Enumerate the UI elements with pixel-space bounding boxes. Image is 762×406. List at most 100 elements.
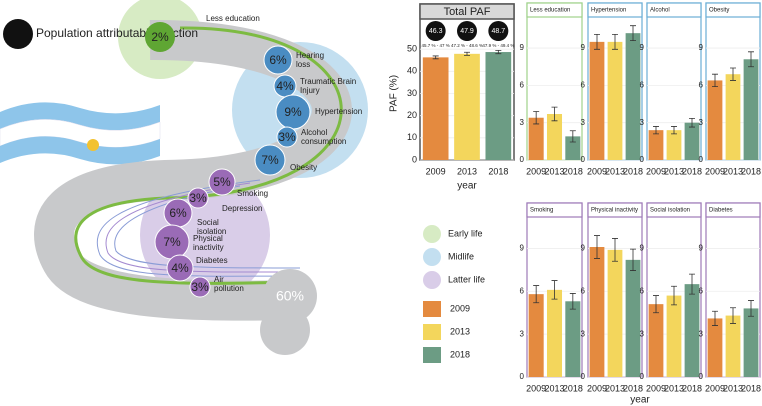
- error-bar: [653, 295, 659, 314]
- factor-pct: 5%: [213, 175, 231, 189]
- x-axis-label: year: [457, 181, 477, 192]
- x-tick-label: 2009: [587, 383, 607, 393]
- y-tick-label: 3: [520, 118, 525, 127]
- panel-title: Alcohol: [650, 8, 670, 14]
- y-tick-label: 6: [640, 81, 645, 90]
- x-tick-label: 2013: [723, 383, 743, 393]
- error-bar: [432, 55, 439, 60]
- y-tick-label: 0: [640, 372, 645, 381]
- factor-label: Hearing loss: [296, 51, 324, 69]
- legend-label: 2013: [450, 326, 470, 336]
- panel-strip: [419, 3, 515, 20]
- x-tick-label: 2018: [741, 383, 761, 393]
- y-tick-label: 3: [581, 118, 586, 127]
- factor-circle: [208, 168, 236, 196]
- y-tick-label: 9: [699, 43, 704, 52]
- error-bar: [712, 310, 718, 326]
- x-tick-label: 2013: [605, 383, 625, 393]
- error-bar: [653, 126, 659, 135]
- factor-label: Social isolation: [197, 218, 226, 236]
- x-tick-label: 2013: [457, 166, 477, 176]
- factor-label: Depression: [222, 204, 262, 213]
- error-bar: [612, 238, 618, 262]
- error-bar: [551, 280, 558, 300]
- bar: [528, 294, 544, 377]
- bar: [625, 259, 641, 377]
- y-tick-label: 10: [407, 132, 417, 142]
- legend-swatch: [423, 301, 441, 317]
- bar: [707, 80, 723, 160]
- factor-pct: 6%: [169, 206, 187, 220]
- legend-swatch: [423, 347, 441, 363]
- value-badge: [488, 21, 509, 41]
- value-badge: [457, 21, 477, 41]
- factor-label: Smoking: [237, 189, 268, 198]
- bar: [454, 53, 480, 160]
- y-tick-label: 9: [699, 244, 704, 253]
- y-tick-label: 50: [407, 44, 417, 54]
- bar: [743, 59, 759, 160]
- panel-title: Total PAF: [444, 6, 491, 18]
- y-tick-label: 6: [520, 81, 525, 90]
- x-tick-label: 2013: [544, 383, 564, 393]
- y-tick-label: 3: [699, 329, 704, 338]
- x-tick-label: 2013: [664, 383, 684, 393]
- y-tick-label: 3: [581, 329, 586, 338]
- error-bar: [748, 300, 754, 317]
- factor-pct: 2%: [151, 30, 169, 44]
- bar: [648, 130, 664, 160]
- error-bar: [533, 111, 540, 125]
- road: [34, 19, 352, 321]
- legend-label: Latter life: [448, 274, 485, 284]
- factor-pct: 3%: [191, 280, 209, 294]
- x-tick-label: 2013: [544, 166, 564, 176]
- bar: [589, 247, 605, 377]
- x-tick-label: 2018: [488, 166, 508, 176]
- y-tick-label: 6: [699, 81, 704, 90]
- error-bar: [689, 273, 695, 295]
- factor-pct: 7%: [261, 153, 279, 167]
- legend-label: 2018: [450, 349, 470, 359]
- y-tick-label: 6: [699, 286, 704, 295]
- legend-swatch: [423, 225, 441, 243]
- x-tick-label: 2009: [526, 383, 546, 393]
- factor-pct: 4%: [276, 79, 294, 93]
- bar: [546, 289, 563, 377]
- bar: [725, 315, 741, 377]
- error-bar: [689, 117, 695, 128]
- x-tick-label: 2013: [605, 166, 625, 176]
- error-bar: [612, 34, 618, 50]
- error-bar: [594, 235, 600, 259]
- interval-label: 47.9 % - 49.4 %: [482, 43, 514, 48]
- x-tick-label: 2018: [682, 166, 702, 176]
- error-bar: [594, 34, 600, 50]
- x-tick-label: 2013: [723, 166, 743, 176]
- bar: [607, 41, 623, 160]
- y-tick-label: 6: [581, 81, 586, 90]
- factor-pct: 6%: [269, 53, 287, 67]
- flag: [0, 102, 161, 165]
- factor-circle: [166, 254, 194, 282]
- legend-label: 2009: [450, 303, 470, 313]
- road-line: [96, 179, 301, 277]
- x-tick-label: 2009: [646, 383, 666, 393]
- factor-circle: [276, 126, 298, 148]
- y-axis-label: PAF (%): [389, 75, 400, 112]
- panel-strip: [646, 202, 702, 218]
- panel-strip: [526, 202, 583, 218]
- y-tick-label: 0: [640, 155, 645, 164]
- error-bar: [630, 25, 636, 42]
- panel-strip: [587, 2, 643, 18]
- road-line: [114, 185, 301, 269]
- y-tick-label: 40: [407, 66, 417, 76]
- remaining-pct: 60%: [276, 288, 304, 304]
- y-tick-label: 9: [520, 43, 525, 52]
- factor-label: Obesity: [290, 163, 317, 172]
- bar: [743, 308, 759, 377]
- bar: [565, 136, 581, 160]
- y-tick-label: 6: [520, 286, 525, 295]
- x-tick-label: 2018: [623, 383, 643, 393]
- x-tick-label: 2018: [623, 166, 643, 176]
- error-bar: [551, 106, 558, 122]
- y-tick-label: 30: [407, 88, 417, 98]
